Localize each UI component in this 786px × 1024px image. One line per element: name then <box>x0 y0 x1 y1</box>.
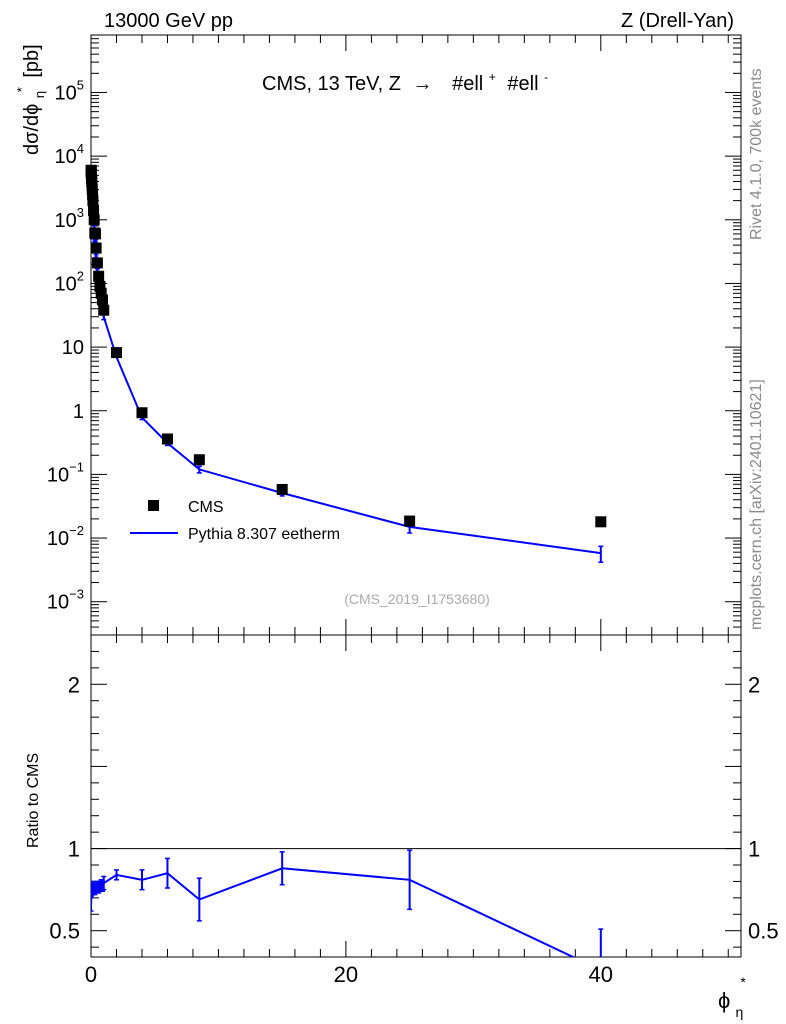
ratio-ytick-labels: 0.5 0.5 1 1 2 2 <box>49 672 778 943</box>
main-plot-frame <box>90 34 742 636</box>
cms-marker <box>110 347 122 359</box>
cms-marker <box>88 214 100 226</box>
cms-marker <box>89 228 101 240</box>
pythia-line <box>90 178 601 555</box>
cms-marker <box>87 188 99 200</box>
cms-marker <box>88 204 100 216</box>
cms-marker <box>96 294 108 306</box>
cms-marker <box>136 407 148 419</box>
main-ytick-labels: 10−3 10−2 10−1 1 10 102 103 104 105 <box>47 77 84 613</box>
cms-marker <box>90 242 102 254</box>
mcplots-label: mcplots.cern.ch [arXiv:2401.10621] <box>748 379 765 630</box>
header-right: Z (Drell-Yan) <box>621 10 734 32</box>
ratio-ylabel: Ratio to CMS <box>25 753 42 848</box>
cms-marker <box>94 280 106 292</box>
ratio-axis-ticks <box>90 635 741 957</box>
main-axis-ticks <box>90 34 741 636</box>
main-ytick-label: 10−3 <box>47 587 84 614</box>
legend-pythia-label: Pythia 8.307 eetherm <box>188 526 340 543</box>
ratio-ytick-label-right: 0.5 <box>748 919 779 944</box>
main-data-layer <box>85 164 607 563</box>
cms-marker <box>87 195 99 207</box>
cms-marker <box>161 433 173 445</box>
analysis-tag: (CMS_2019_I1753680) <box>344 591 490 607</box>
legend: CMS Pythia 8.307 eetherm <box>130 499 340 543</box>
header-left: 13000 GeV pp <box>104 10 233 32</box>
main-ytick-label: 10−2 <box>47 523 84 550</box>
main-plot-title: CMS, 13 TeV, Z → #ell + #ell - <box>262 64 548 95</box>
ratio-plot-frame <box>90 634 742 958</box>
main-ytick-label: 105 <box>55 77 84 104</box>
xtick-label: 40 <box>589 962 613 987</box>
xtick-label: 20 <box>334 962 358 987</box>
main-ytick-label: 1 <box>73 401 84 423</box>
ratio-ytick-label-right: 2 <box>748 672 760 697</box>
xtick-labels: 0 20 40 <box>85 962 613 987</box>
xtick-label: 0 <box>85 962 97 987</box>
legend-cms-label: CMS <box>188 499 224 516</box>
x-axis-label: ϕ η * <box>718 974 749 1022</box>
ratio-ytick-label-right: 1 <box>748 837 760 862</box>
main-ytick-label: 103 <box>55 205 84 232</box>
cms-marker <box>404 515 416 527</box>
legend-cms-marker <box>148 500 159 511</box>
cms-marker <box>93 270 105 282</box>
cms-marker <box>595 516 607 528</box>
ratio-series-group <box>91 849 604 957</box>
cms-marker <box>193 454 205 466</box>
cms-marker <box>98 304 110 316</box>
ratio-ytick-label-left: 1 <box>68 837 80 862</box>
main-ytick-label: 104 <box>55 141 84 168</box>
cms-marker <box>276 483 288 495</box>
main-ylabel: dσ/dϕ η * [pb] <box>9 44 49 155</box>
main-ytick-label: 10−1 <box>47 459 84 486</box>
cms-marker <box>95 287 107 299</box>
ratio-line <box>91 867 576 957</box>
cms-marker <box>91 257 103 269</box>
ratio-data-layer <box>91 849 604 957</box>
main-ytick-label: 10 <box>62 337 84 359</box>
main-ytick-label: 102 <box>55 268 84 295</box>
ratio-ytick-label-left: 2 <box>68 672 80 697</box>
ratio-ytick-label-left: 0.5 <box>49 919 80 944</box>
rivet-label: Rivet 4.1.0, 700k events <box>748 68 765 240</box>
